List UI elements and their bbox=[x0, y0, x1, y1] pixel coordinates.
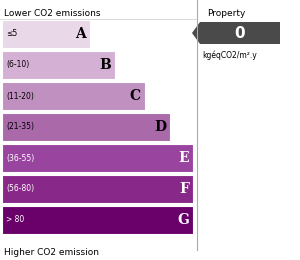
Text: (11-20): (11-20) bbox=[6, 92, 34, 101]
Bar bbox=[2, 20, 90, 48]
Text: Lower CO2 emissions: Lower CO2 emissions bbox=[4, 9, 101, 18]
Text: 0: 0 bbox=[235, 25, 245, 41]
Text: (36-55): (36-55) bbox=[6, 153, 34, 162]
Text: C: C bbox=[130, 89, 141, 103]
Bar bbox=[2, 175, 193, 203]
Text: (6-10): (6-10) bbox=[6, 61, 29, 69]
Polygon shape bbox=[192, 22, 280, 44]
Bar bbox=[2, 113, 170, 141]
Bar bbox=[2, 206, 193, 234]
Text: Higher CO2 emission: Higher CO2 emission bbox=[4, 248, 99, 257]
Text: (21-35): (21-35) bbox=[6, 122, 34, 132]
Text: Property: Property bbox=[207, 9, 245, 18]
Text: B: B bbox=[99, 58, 111, 72]
Bar bbox=[2, 51, 115, 79]
Text: ≤5: ≤5 bbox=[6, 29, 17, 38]
Text: A: A bbox=[75, 27, 86, 41]
Text: (56-80): (56-80) bbox=[6, 185, 34, 193]
Bar bbox=[2, 144, 193, 172]
Text: G: G bbox=[177, 213, 189, 227]
Text: F: F bbox=[179, 182, 189, 196]
Text: D: D bbox=[154, 120, 166, 134]
Text: > 80: > 80 bbox=[6, 216, 24, 224]
Text: E: E bbox=[178, 151, 189, 165]
Text: kgéqCO2/m².y: kgéqCO2/m².y bbox=[202, 50, 257, 60]
Bar bbox=[2, 82, 145, 110]
